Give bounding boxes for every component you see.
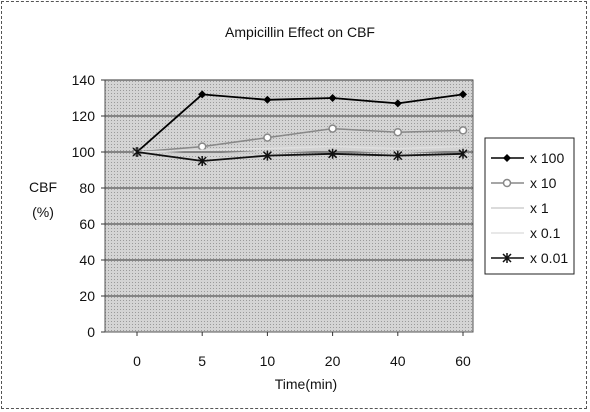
y-tick-label: 120 [72, 108, 96, 124]
y-axis-ticks: 0 20 40 60 80 100 120 140 [72, 72, 105, 340]
data-point [393, 150, 403, 161]
series-line [136, 93, 464, 153]
series-line [136, 145, 464, 153]
y-tick-label: 0 [87, 324, 95, 340]
data-point [263, 95, 272, 104]
data-point [458, 148, 468, 159]
data-point [197, 156, 207, 166]
series-line [136, 127, 464, 153]
y-tick-label: 100 [72, 144, 96, 160]
legend-marker [502, 178, 512, 188]
legend: x 100 x 10 x 1 x 0.1 x 0.01 [484, 137, 575, 275]
series-3 [136, 145, 464, 153]
x-tick-label: 5 [198, 353, 206, 369]
legend-marker [502, 253, 512, 263]
x-tick-label: 10 [260, 353, 276, 369]
data-point [262, 150, 272, 161]
data-point [328, 148, 338, 159]
data-point [393, 127, 403, 137]
legend-label: x 10 [530, 175, 557, 191]
legend-box [484, 137, 575, 275]
x-tick-label: 40 [390, 353, 406, 369]
y-tick-label: 80 [79, 180, 95, 196]
data-point [328, 124, 337, 133]
y-axis-label-unit: (%) [32, 204, 54, 220]
series-line [136, 151, 464, 162]
legend-item: x 100 [491, 150, 564, 166]
x-tick-label: 20 [325, 353, 341, 369]
y-tick-label: 140 [72, 72, 96, 88]
plot-area [104, 79, 474, 333]
chart-title: Ampicillin Effect on CBF [225, 24, 375, 40]
data-point [393, 99, 402, 108]
legend-label: x 0.01 [530, 250, 568, 266]
x-tick-label: 60 [455, 353, 471, 369]
data-point [458, 126, 468, 135]
series-2 [136, 149, 464, 155]
legend-label: x 1 [530, 200, 549, 216]
legend-label: x 0.1 [530, 225, 561, 241]
y-tick-label: 40 [79, 252, 95, 268]
series-1 [132, 124, 468, 157]
data-point [197, 142, 207, 151]
data-point [132, 147, 142, 157]
series-group [132, 90, 468, 166]
y-tick-label: 60 [79, 216, 95, 232]
data-point [198, 90, 207, 99]
legend-item: x 0.1 [491, 225, 561, 241]
y-tick-label: 20 [79, 288, 95, 304]
x-tick-label: 0 [133, 353, 141, 369]
x-axis-label: Time(min) [275, 376, 337, 392]
data-point [263, 133, 272, 142]
legend-label: x 100 [530, 150, 564, 166]
series-4 [132, 147, 468, 166]
x-axis-ticks: 0 5 10 20 40 60 [133, 332, 471, 369]
data-point [459, 90, 467, 99]
legend-item: x 1 [491, 200, 549, 216]
legend-item: x 0.01 [491, 250, 568, 266]
legend-item: x 10 [491, 175, 557, 191]
series-line [136, 149, 464, 155]
legend-marker [503, 154, 511, 162]
data-point [328, 94, 337, 102]
y-axis-label: CBF [29, 179, 57, 195]
